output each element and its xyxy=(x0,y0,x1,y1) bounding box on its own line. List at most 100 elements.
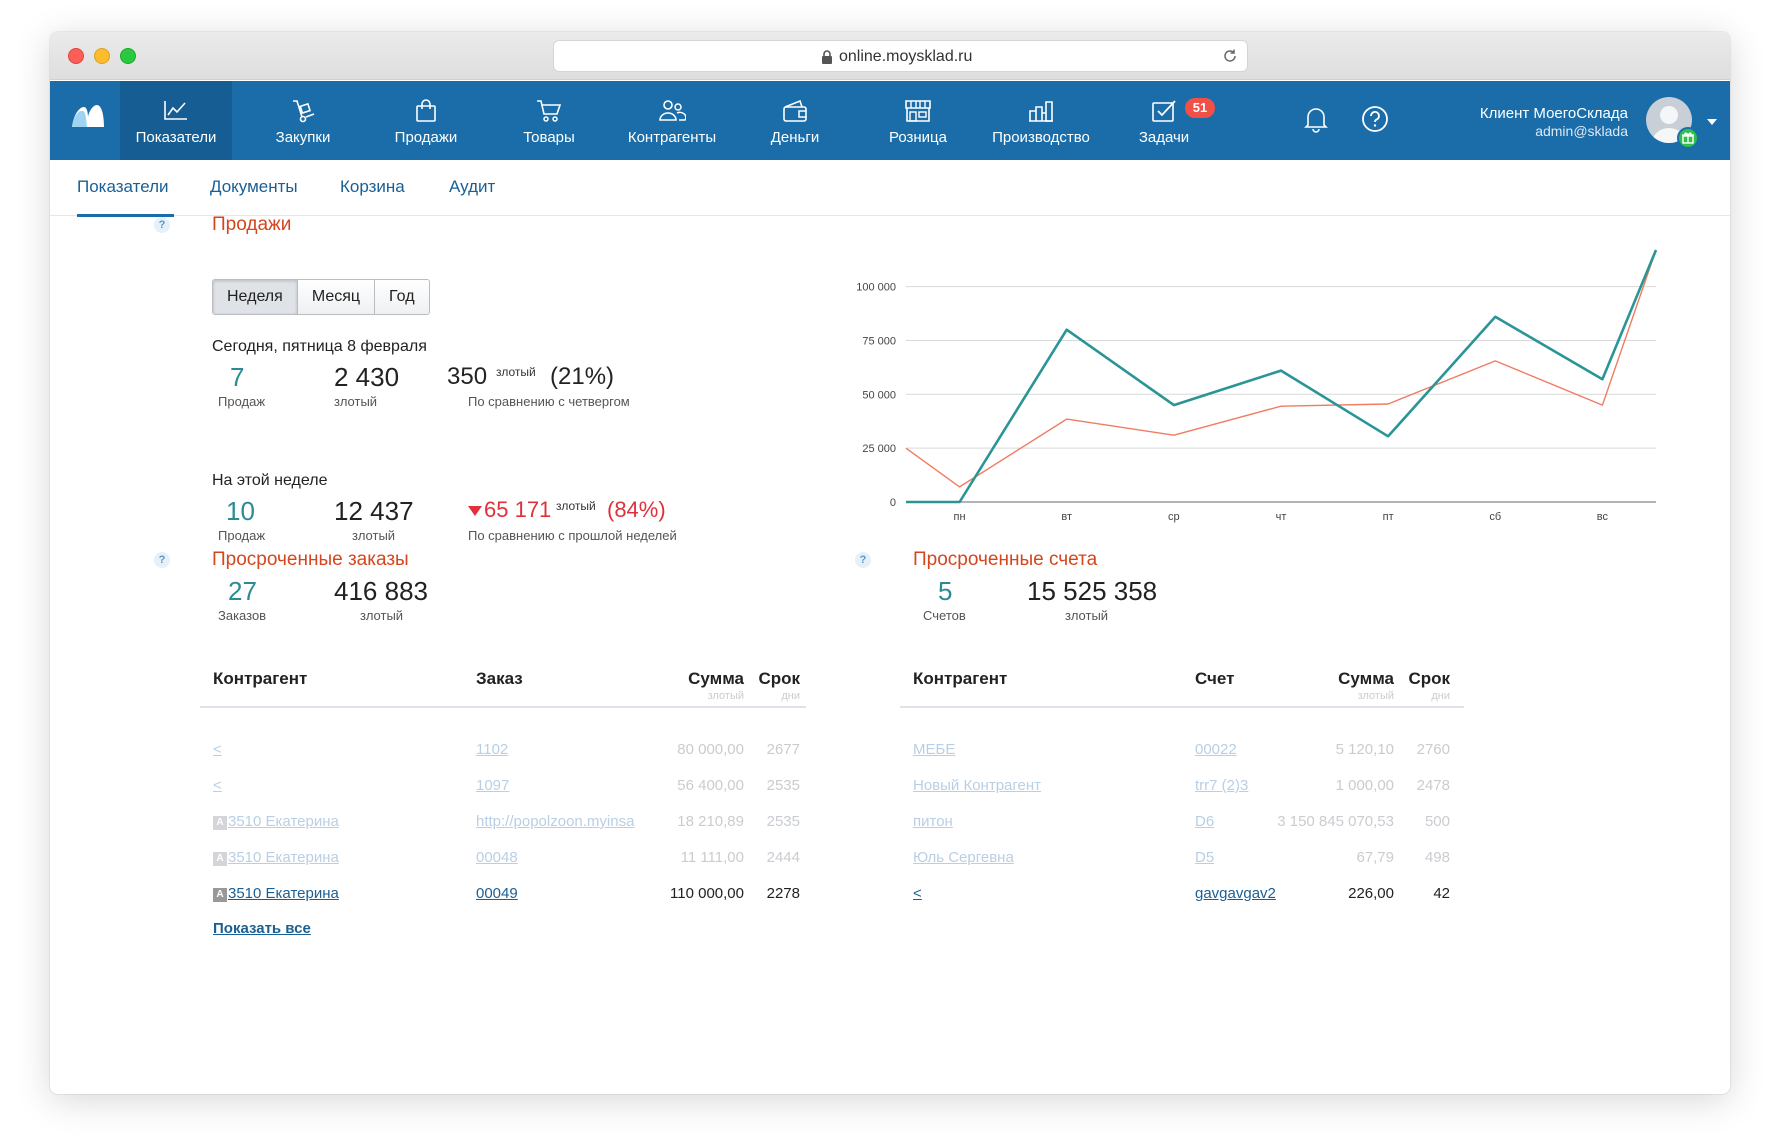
invoices-col-sum[interactable]: Сумма xyxy=(1338,669,1394,688)
row-term: 2535 xyxy=(766,777,800,794)
invoices-col-invoice[interactable]: Счет xyxy=(1195,669,1235,688)
agent-badge: A xyxy=(213,888,227,902)
row-counterparty[interactable]: < xyxy=(913,885,922,902)
row-counterparty[interactable]: Юль Сергевна xyxy=(913,849,1014,866)
row-counterparty[interactable]: МЕБЕ xyxy=(913,741,955,758)
invoices-help-icon[interactable]: ? xyxy=(855,552,871,568)
orders-col-counterparty[interactable]: Контрагент xyxy=(213,669,308,688)
week-diff-currency: злотый xyxy=(556,499,596,513)
agent-badge: A xyxy=(213,816,227,830)
week-count-label: Продаж xyxy=(218,528,266,543)
invoices-header-divider xyxy=(900,706,1464,708)
x-tick-label: ср xyxy=(1168,511,1180,523)
row-sum: 80 000,00 xyxy=(677,741,744,758)
row-counterparty-label: 3510 Екатерина xyxy=(228,885,339,902)
show-all-link[interactable]: Показать все xyxy=(213,920,311,937)
close-window-button[interactable] xyxy=(68,48,84,64)
period-month-button[interactable]: Месяц xyxy=(297,280,376,314)
row-counterparty-label: МЕБЕ xyxy=(913,741,956,758)
address-bar[interactable]: online.moysklad.ru xyxy=(553,40,1248,72)
row-document-link[interactable]: 00022 xyxy=(1195,741,1237,758)
orders-col-order[interactable]: Заказ xyxy=(476,669,523,688)
invoices-col-counterparty[interactable]: Контрагент xyxy=(913,669,1008,688)
nav-purchases[interactable]: Закупки xyxy=(247,81,359,160)
dolly-icon xyxy=(293,100,315,123)
minimize-window-button[interactable] xyxy=(94,48,110,64)
nav-tasks[interactable]: Задачи xyxy=(1108,81,1220,160)
tab-indicators[interactable]: Показатели xyxy=(77,177,169,196)
reload-icon[interactable] xyxy=(1222,48,1238,64)
nav-label: Деньги xyxy=(770,129,820,146)
row-counterparty[interactable]: Новый Контрагент xyxy=(913,777,1041,794)
lock-icon xyxy=(822,50,832,64)
row-counterparty[interactable]: A 3510 Екатерина xyxy=(213,849,339,866)
row-counterparty[interactable]: A 3510 Екатерина xyxy=(213,813,339,830)
bell-icon[interactable] xyxy=(1304,105,1328,133)
week-diff: 65 171 xyxy=(484,497,552,522)
row-document-link[interactable]: D5 xyxy=(1195,849,1215,866)
row-counterparty[interactable]: питон xyxy=(913,813,953,830)
moysklad-logo-icon[interactable] xyxy=(70,103,106,129)
row-document-link[interactable]: 00049 xyxy=(476,885,518,902)
row-counterparty[interactable]: < xyxy=(213,777,222,794)
week-amount-label: злотый xyxy=(352,528,396,543)
browser-window: online.moysklad.ru Показатели xyxy=(50,32,1730,1094)
row-sum: 56 400,00 xyxy=(677,777,744,794)
nav-goods[interactable]: Товары xyxy=(493,81,605,160)
invoices-col-sum-unit: злотый xyxy=(1357,690,1394,702)
nav-label: Производство xyxy=(992,129,1090,146)
user-email[interactable]: admin@sklada xyxy=(1535,123,1628,139)
row-document-link[interactable]: gavgavgav2 xyxy=(1195,885,1276,902)
row-counterparty-label: 3510 Екатерина xyxy=(228,813,339,830)
row-term: 498 xyxy=(1424,849,1450,866)
orders-col-sum[interactable]: Сумма xyxy=(688,669,744,688)
row-term: 2535 xyxy=(766,813,800,830)
tab-audit[interactable]: Аудит xyxy=(449,177,496,196)
nav-money[interactable]: Деньги xyxy=(739,81,851,160)
row-document-link[interactable]: 1097 xyxy=(476,777,510,794)
row-term: 500 xyxy=(1424,813,1450,830)
tab-documents[interactable]: Документы xyxy=(210,177,298,196)
row-sum: 1 000,00 xyxy=(1335,777,1394,794)
period-week-button[interactable]: Неделя xyxy=(213,280,298,314)
tab-trash[interactable]: Корзина xyxy=(340,177,405,196)
orders-help-icon[interactable]: ? xyxy=(154,552,170,568)
zoom-window-button[interactable] xyxy=(120,48,136,64)
browser-titlebar: online.moysklad.ru xyxy=(50,32,1730,80)
row-term: 2478 xyxy=(1416,777,1450,794)
nav-sales[interactable]: Продажи xyxy=(370,81,482,160)
row-document-link[interactable]: 00048 xyxy=(476,849,518,866)
overdue-invoices-count-label: Счетов xyxy=(923,608,966,623)
gift-icon[interactable] xyxy=(1677,127,1699,149)
user-name[interactable]: Клиент МоегоСклада xyxy=(1479,105,1628,122)
overdue-invoices-title: Просроченные счета xyxy=(913,549,1098,570)
nav-production[interactable]: Производство xyxy=(985,81,1097,160)
row-document-link[interactable]: trr7 (2)3 xyxy=(1195,777,1249,794)
nav-indicators[interactable]: Показатели xyxy=(120,81,232,160)
row-term: 2444 xyxy=(766,849,800,866)
row-counterparty[interactable]: A 3510 Екатерина xyxy=(213,885,339,902)
row-document-link[interactable]: http://popolzoon.myinsa xyxy=(476,813,635,830)
y-tick-label: 75 000 xyxy=(862,335,896,347)
chevron-down-icon[interactable] xyxy=(1707,119,1717,125)
y-tick-label: 25 000 xyxy=(862,443,896,455)
row-counterparty-label: < xyxy=(213,777,222,794)
orders-col-term[interactable]: Срок xyxy=(758,669,800,688)
invoices-col-term[interactable]: Срок xyxy=(1408,669,1450,688)
nav-counterparties[interactable]: Контрагенты xyxy=(616,81,728,160)
period-year-button[interactable]: Год xyxy=(375,280,429,314)
users-icon xyxy=(659,100,686,121)
row-counterparty-label: < xyxy=(913,885,922,902)
cart-icon xyxy=(537,100,562,122)
row-document-link[interactable]: 1102 xyxy=(476,741,509,758)
nav-retail[interactable]: Розница xyxy=(862,81,974,160)
help-circle-icon[interactable] xyxy=(1361,105,1389,133)
x-tick-label: вт xyxy=(1061,511,1072,523)
row-counterparty-label: питон xyxy=(913,813,953,830)
sales-title: Продажи xyxy=(212,214,292,235)
shopping-bag-icon xyxy=(416,99,436,122)
sales-help-icon[interactable]: ? xyxy=(154,217,170,233)
row-document-link[interactable]: D6 xyxy=(1195,813,1215,830)
row-counterparty[interactable]: < xyxy=(213,741,222,758)
tasks-icon xyxy=(1152,100,1176,122)
